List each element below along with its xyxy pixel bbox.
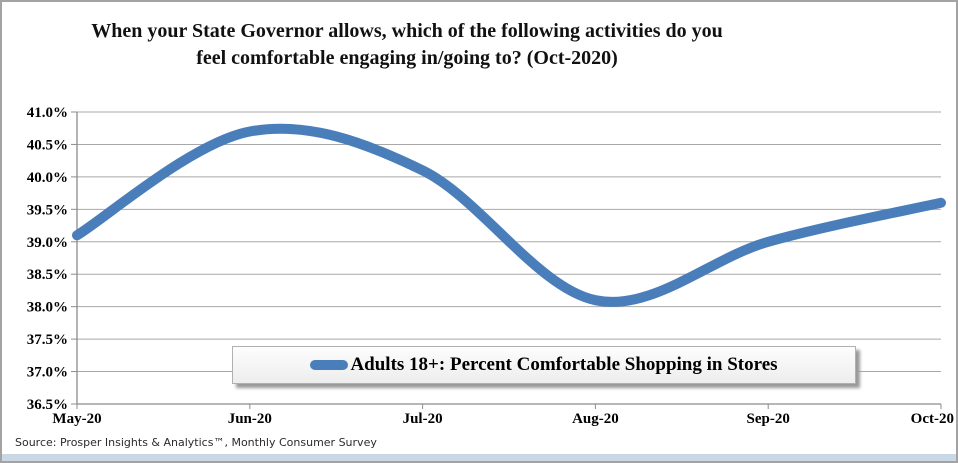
legend-label: Adults 18+: Percent Comfortable Shopping… [350,354,778,375]
chart-title-line1: When your State Governor allows, which o… [91,20,723,42]
y-axis-tick-label: 38.5% [27,267,68,283]
x-axis-tick-label: Aug-20 [572,411,619,427]
y-axis-tick-label: 39.5% [27,202,68,218]
x-axis-tick-label: Jul-20 [403,411,443,427]
legend-line-marker-icon [310,360,349,370]
bottom-strip-decoration [2,454,956,461]
y-axis-tick-label: 40.5% [27,137,68,153]
legend: Adults 18+: Percent Comfortable Shopping… [232,346,856,384]
x-axis-tick-label: Sep-20 [747,411,790,427]
y-axis-tick-label: 37.0% [27,365,68,381]
x-axis-tick-label: Jun-20 [228,411,272,427]
y-axis-tick-label: 37.5% [27,332,68,348]
y-axis-tick-label: 40.0% [27,170,68,186]
source-note: Source: Prosper Insights & Analytics™, M… [15,436,377,449]
series-line-adults-18plus [72,123,946,307]
x-axis-tick-label: Oct-20 [911,411,954,427]
chart-title: When your State Governor allows, which o… [32,18,782,72]
y-axis-tick-label: 38.0% [27,300,68,316]
y-axis-tick-label: 39.0% [27,235,68,251]
chart-title-line2: feel comfortable engaging in/going to? (… [196,47,618,69]
x-axis-tick-label: May-20 [52,411,101,427]
y-axis-tick-label: 41.0% [27,105,68,121]
y-axis-tick-label: 36.5% [27,397,68,413]
